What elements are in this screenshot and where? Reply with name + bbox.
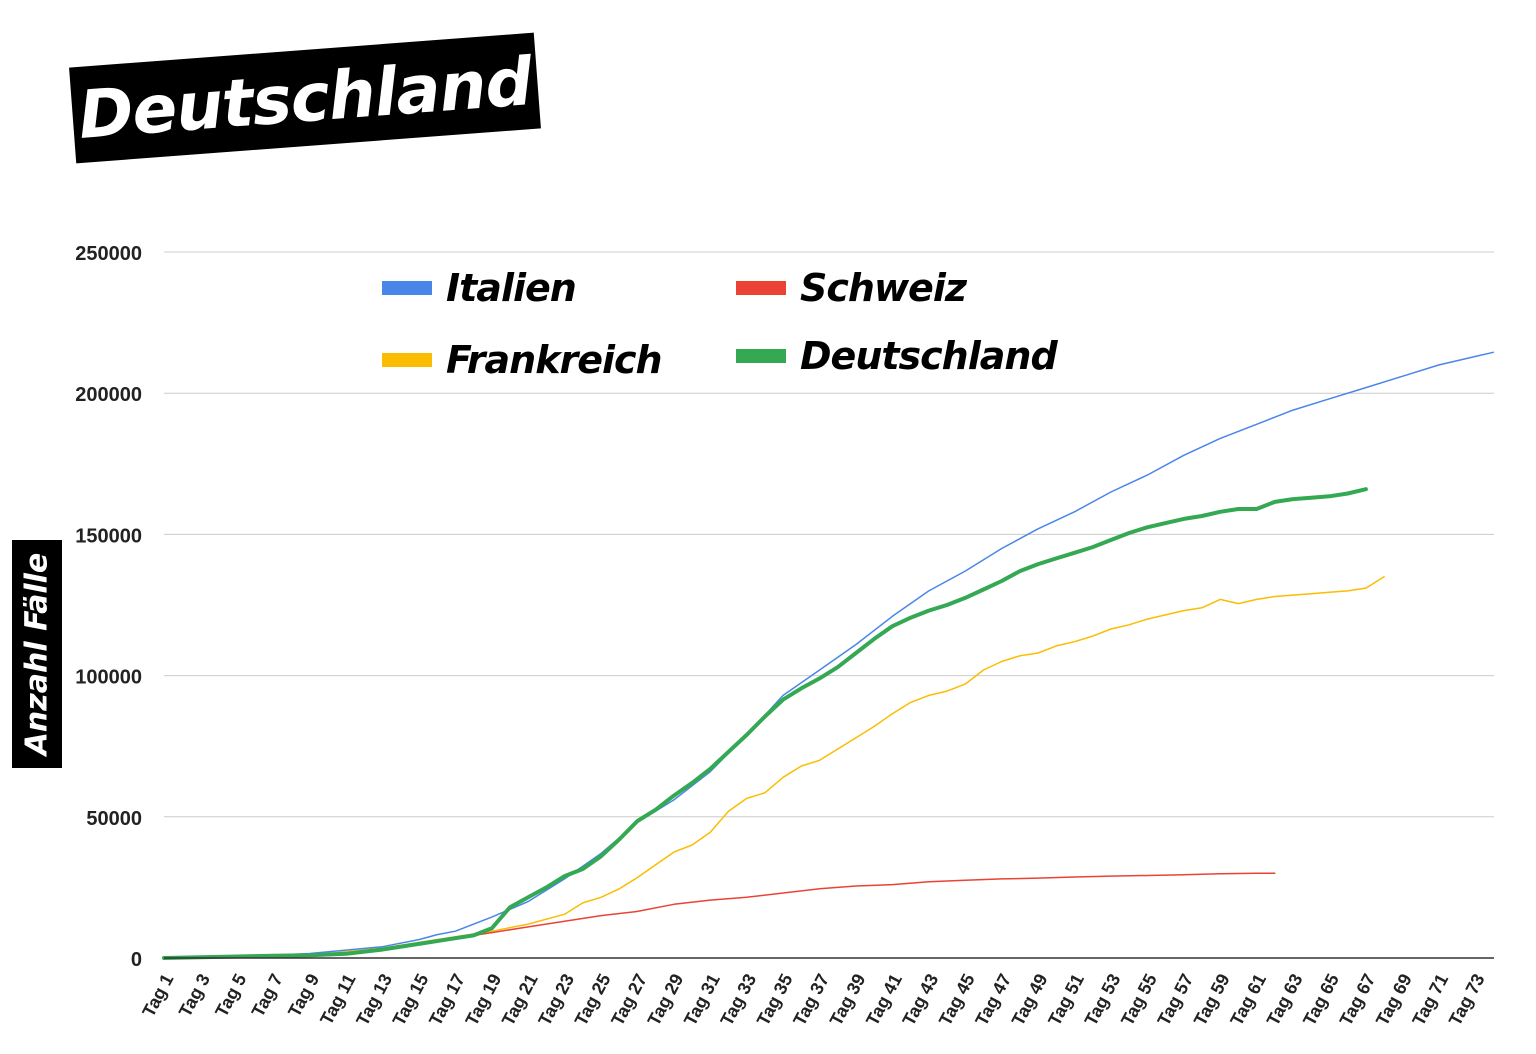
y-tick-label: 50000 — [86, 808, 142, 830]
legend-item-schweiz: Schweiz — [736, 266, 967, 310]
legend-label-frankreich: Frankreich — [446, 338, 663, 382]
x-tick-label: Tag 5 — [211, 970, 250, 1020]
series-line-schweiz — [163, 872, 1276, 959]
legend-swatch-italien — [382, 281, 432, 295]
x-tick-label: Tag 9 — [284, 970, 323, 1020]
y-tick-label: 150000 — [75, 525, 142, 547]
legend-item-italien: Italien — [382, 266, 577, 310]
y-tick-label: 250000 — [75, 243, 142, 265]
y-tick-label: 100000 — [75, 667, 142, 689]
legend-label-schweiz: Schweiz — [800, 266, 967, 310]
legend-item-deutschland: Deutschland — [736, 334, 1058, 378]
series-line-deutschland — [162, 487, 1368, 960]
x-tick-label: Tag 3 — [175, 970, 214, 1020]
y-axis-label-box: Anzahl Fälle — [12, 540, 62, 768]
y-tick-label: 200000 — [75, 384, 142, 406]
x-tick-label: Tag 7 — [248, 970, 287, 1020]
legend-item-frankreich: Frankreich — [382, 338, 663, 382]
x-tick-label: Tag 73 — [1445, 970, 1489, 1029]
legend-label-deutschland: Deutschland — [800, 334, 1058, 378]
legend-label-italien: Italien — [446, 266, 577, 310]
legend-swatch-schweiz — [736, 281, 786, 295]
y-tick-label: 0 — [131, 949, 142, 971]
series-line-italien — [163, 351, 1495, 959]
series-line-frankreich — [163, 576, 1385, 959]
x-tick-label: Tag 1 — [138, 970, 177, 1020]
legend-swatch-deutschland — [736, 349, 786, 363]
legend-swatch-frankreich — [382, 353, 432, 367]
